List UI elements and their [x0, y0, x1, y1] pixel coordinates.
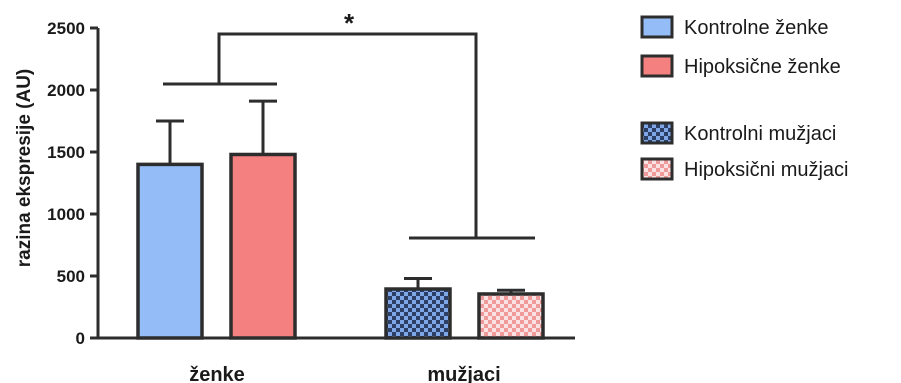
y-axis-title: razina ekspresije (AU): [14, 69, 35, 268]
legend-label-hipoksicne-zenke: Hipoksične ženke: [684, 56, 841, 78]
y-tick-label: 1000: [47, 205, 85, 224]
legend-swatch-hipoksicne-zenke: [640, 54, 674, 78]
legend-item-hipoksicni-muzjaci: Hipoksični mužjaci: [640, 157, 849, 181]
bar-hipoksicni-muzjaci: [477, 292, 545, 340]
y-tick-label: 2500: [47, 19, 85, 38]
x-category-label: ženke: [189, 364, 245, 383]
legend-item-hipoksicne-zenke: Hipoksične ženke: [640, 54, 841, 78]
legend-label-kontrolni-muzjaci: Kontrolni mužjaci: [684, 123, 836, 145]
y-tick-label: 1500: [47, 143, 85, 162]
legend-swatch-kontrolne-zenke: [640, 15, 674, 39]
bar-hipoksicne-zenke: [229, 152, 297, 340]
legend-swatch-kontrolni-muzjaci: [640, 121, 674, 145]
y-tick-label: 500: [57, 267, 85, 286]
bar-kontrolni-muzjaci: [384, 287, 452, 340]
plot-area: 0 500 1000 1500 2000 2500 ženke mužjaci *: [47, 8, 575, 383]
legend-label-hipoksicni-muzjaci: Hipoksični mužjaci: [684, 159, 849, 181]
y-tick-label: 0: [76, 329, 85, 348]
y-tick-label: 2000: [47, 81, 85, 100]
significance-bracket: [217, 32, 478, 238]
legend-label-kontrolne-zenke: Kontrolne ženke: [684, 17, 829, 39]
legend-item-kontrolne-zenke: Kontrolne ženke: [640, 15, 829, 39]
significance-marker: *: [344, 8, 355, 38]
bar-kontrolne-zenke: [136, 162, 204, 340]
legend-item-kontrolni-muzjaci: Kontrolni mužjaci: [640, 121, 836, 145]
legend-swatch-hipoksicni-muzjaci: [640, 157, 674, 181]
x-category-label: mužjaci: [427, 364, 500, 383]
legend: Kontrolne ženke Hipoksične ženke Kontrol…: [640, 15, 849, 181]
